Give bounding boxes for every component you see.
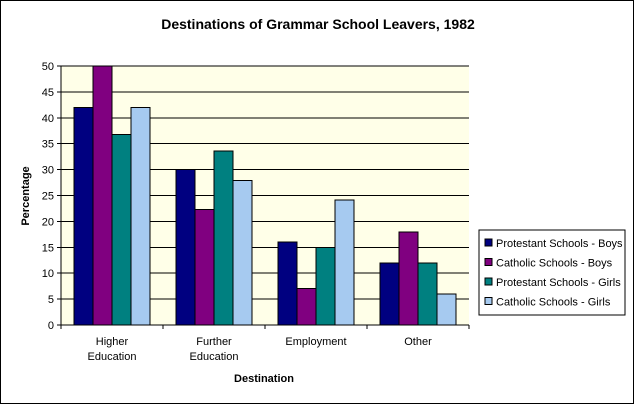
bar bbox=[130, 106, 151, 326]
legend-swatch bbox=[484, 277, 493, 286]
chart-title: Destinations of Grammar School Leavers, … bbox=[161, 16, 475, 32]
x-tick-label: Further Education bbox=[190, 336, 239, 363]
x-tick-label: Other bbox=[404, 336, 432, 348]
y-tick-label: 50 bbox=[42, 61, 54, 73]
bar bbox=[194, 208, 215, 326]
bar bbox=[296, 288, 317, 326]
y-tick-label: 20 bbox=[42, 216, 54, 228]
y-tick-label: 35 bbox=[42, 139, 54, 151]
y-tick-label: 45 bbox=[42, 87, 54, 99]
y-tick-label: 10 bbox=[42, 268, 54, 280]
x-tick-label: Higher Education bbox=[88, 336, 137, 363]
legend-box bbox=[478, 229, 626, 316]
bar bbox=[379, 262, 400, 326]
y-tick-label: 40 bbox=[42, 113, 54, 125]
y-tick-label: 0 bbox=[48, 320, 54, 332]
x-axis-title: Destination bbox=[234, 373, 294, 385]
legend-swatch bbox=[484, 258, 493, 266]
legend-label: Protestant Schools - Boys bbox=[496, 238, 623, 250]
bar bbox=[213, 150, 234, 326]
bar bbox=[232, 179, 253, 326]
y-tick-label: 5 bbox=[48, 294, 54, 306]
legend-swatch bbox=[484, 238, 493, 247]
bar bbox=[417, 262, 438, 326]
bar bbox=[315, 246, 336, 326]
legend-swatch bbox=[484, 297, 493, 305]
bar bbox=[277, 241, 298, 326]
legend-label: Protestant Schools - Girls bbox=[496, 277, 621, 289]
bar bbox=[73, 106, 94, 326]
x-tick-label: Employment bbox=[285, 336, 346, 348]
y-tick-label: 15 bbox=[42, 242, 54, 254]
bar bbox=[111, 133, 132, 326]
bar bbox=[436, 293, 457, 326]
y-tick-label: 25 bbox=[42, 191, 54, 203]
y-tick-label: 30 bbox=[42, 165, 54, 177]
bar bbox=[175, 169, 196, 326]
legend-label: Catholic Schools - Boys bbox=[496, 258, 613, 270]
legend-label: Catholic Schools - Girls bbox=[496, 297, 611, 309]
bar bbox=[92, 65, 113, 326]
bar bbox=[334, 199, 355, 326]
plot-area: 0 5 10 15 20 25 30 35 40 45 50 Higher Education Furth… bbox=[42, 61, 470, 363]
legend: Protestant Schools - Boys Catholic School… bbox=[478, 229, 626, 316]
y-axis-title: Percentage bbox=[20, 166, 32, 225]
bar bbox=[398, 231, 419, 326]
